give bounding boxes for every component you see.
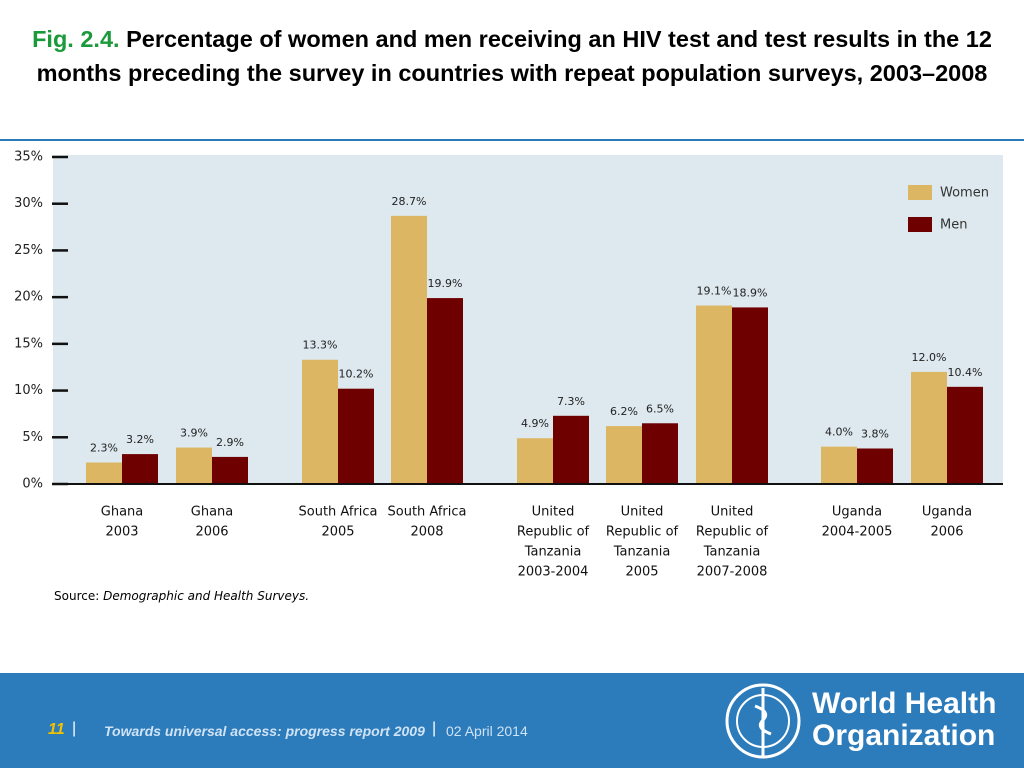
bar	[642, 423, 678, 484]
x-tick-label: United	[532, 505, 575, 520]
data-label: 19.1%	[697, 285, 732, 298]
x-tick-label: Ghana	[191, 505, 234, 520]
x-tick-label: Uganda	[832, 505, 882, 520]
x-tick-label: Uganda	[922, 505, 972, 520]
data-label: 13.3%	[303, 339, 338, 352]
x-tick-label: 2005	[625, 565, 658, 580]
y-tick-label: 10%	[14, 383, 43, 398]
data-label: 2.9%	[216, 436, 244, 449]
y-tick-label: 0%	[22, 477, 43, 492]
bar	[338, 388, 374, 484]
legend-label: Women	[940, 186, 989, 201]
x-tick-label: Republic of	[696, 525, 769, 540]
date: 02 April 2014	[446, 723, 528, 739]
y-tick-label: 25%	[14, 243, 43, 258]
logo-text: World Health Organization	[812, 688, 996, 752]
data-label: 10.2%	[339, 368, 374, 381]
report-title: Towards universal access: progress repor…	[104, 723, 425, 739]
bar	[696, 305, 732, 484]
separator: |	[432, 720, 437, 737]
x-tick-label: 2003-2004	[518, 565, 589, 580]
x-tick-label: 2006	[930, 525, 963, 540]
data-label: 3.2%	[126, 433, 154, 446]
x-tick-label: Tanzania	[703, 545, 761, 560]
x-tick-label: Tanzania	[524, 545, 582, 560]
legend-label: Men	[940, 218, 967, 233]
source-text: Demographic and Health Surveys.	[103, 589, 309, 603]
y-tick-label: 5%	[22, 430, 43, 445]
bar	[517, 438, 553, 484]
bar	[212, 456, 248, 484]
x-tick-label: 2005	[321, 525, 354, 540]
x-tick-label: 2007-2008	[697, 565, 768, 580]
data-label: 4.9%	[521, 417, 549, 430]
bar	[176, 447, 212, 484]
bar	[911, 371, 947, 484]
bar	[86, 462, 122, 484]
bar	[947, 386, 983, 484]
title-text: Percentage of women and men receiving an…	[36, 26, 992, 86]
data-label: 7.3%	[557, 395, 585, 408]
bar	[391, 215, 427, 485]
source-label: Source:	[54, 589, 99, 603]
data-label: 28.7%	[392, 195, 427, 208]
plot-area	[53, 155, 1003, 485]
x-tick-label: South Africa	[299, 505, 378, 520]
figure-label: Fig. 2.4.	[32, 26, 120, 52]
data-label: 3.8%	[861, 427, 889, 440]
legend-swatch	[908, 185, 932, 200]
y-tick-label: 30%	[14, 196, 43, 211]
footer: 11 | Towards universal access: progress …	[0, 673, 1024, 768]
bar	[302, 359, 338, 484]
bar	[821, 446, 857, 484]
data-label: 3.9%	[180, 427, 208, 440]
y-tick-label: 35%	[14, 150, 43, 165]
logo-emblem	[725, 683, 801, 759]
x-tick-label: 2006	[195, 525, 228, 540]
bar	[732, 307, 768, 484]
x-tick-label: Tanzania	[613, 545, 671, 560]
page-number: 11	[48, 721, 65, 738]
bar	[122, 454, 158, 484]
x-tick-label: South Africa	[388, 505, 467, 520]
legend-swatch	[908, 217, 932, 232]
chart: Source: Demographic and Health Surveys. …	[14, 150, 1003, 603]
bar	[553, 415, 589, 484]
x-tick-label: Ghana	[101, 505, 144, 520]
data-label: 19.9%	[428, 277, 463, 290]
x-tick-label: United	[621, 505, 664, 520]
x-tick-label: 2003	[105, 525, 138, 540]
logo-line: Organization	[812, 719, 996, 752]
x-tick-label: United	[711, 505, 754, 520]
bar	[857, 448, 893, 484]
data-label: 18.9%	[733, 286, 768, 299]
data-label: 10.4%	[948, 366, 983, 379]
data-label: 6.5%	[646, 402, 674, 415]
y-tick-label: 15%	[14, 336, 43, 351]
source: Source: Demographic and Health Surveys.	[54, 589, 309, 603]
data-label: 4.0%	[825, 426, 853, 439]
x-tick-label: Republic of	[517, 525, 590, 540]
bar	[427, 298, 463, 484]
title: Fig. 2.4. Percentage of women and men re…	[30, 22, 994, 90]
divider	[0, 139, 1024, 141]
separator: |	[72, 720, 77, 737]
x-tick-label: Republic of	[606, 525, 679, 540]
bar	[606, 426, 642, 484]
y-tick-label: 20%	[14, 290, 43, 305]
data-label: 2.3%	[90, 442, 118, 455]
data-label: 12.0%	[912, 351, 947, 364]
x-tick-label: 2008	[410, 525, 443, 540]
data-label: 6.2%	[610, 405, 638, 418]
logo-line: World Health	[812, 687, 997, 720]
x-tick-label: 2004-2005	[822, 525, 893, 540]
